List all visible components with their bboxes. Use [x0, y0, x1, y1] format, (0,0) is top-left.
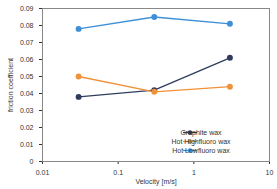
svg-text:friction coefficient: friction coefficient: [7, 58, 14, 112]
svg-text:0.04: 0.04: [20, 90, 34, 97]
svg-text:0.07: 0.07: [20, 39, 34, 46]
svg-text:0.03: 0.03: [20, 107, 34, 114]
svg-text:0.02: 0.02: [20, 124, 34, 131]
svg-text:0.06: 0.06: [20, 56, 34, 63]
svg-text:0: 0: [30, 158, 34, 165]
svg-text:Graphite wax: Graphite wax: [180, 129, 222, 137]
svg-text:0.1: 0.1: [113, 169, 123, 176]
svg-text:Velocity [m/s]: Velocity [m/s]: [135, 178, 176, 186]
svg-text:Hot Lowfluoro wax: Hot Lowfluoro wax: [172, 147, 230, 154]
svg-text:0.01: 0.01: [36, 169, 50, 176]
svg-text:0.09: 0.09: [20, 5, 34, 12]
svg-text:0.08: 0.08: [20, 22, 34, 29]
svg-text:10: 10: [266, 169, 274, 176]
svg-text:0.01: 0.01: [20, 141, 34, 148]
svg-text:1: 1: [192, 169, 196, 176]
svg-text:Hot Highfluoro wax: Hot Highfluoro wax: [171, 138, 231, 146]
svg-text:0.05: 0.05: [20, 73, 34, 80]
